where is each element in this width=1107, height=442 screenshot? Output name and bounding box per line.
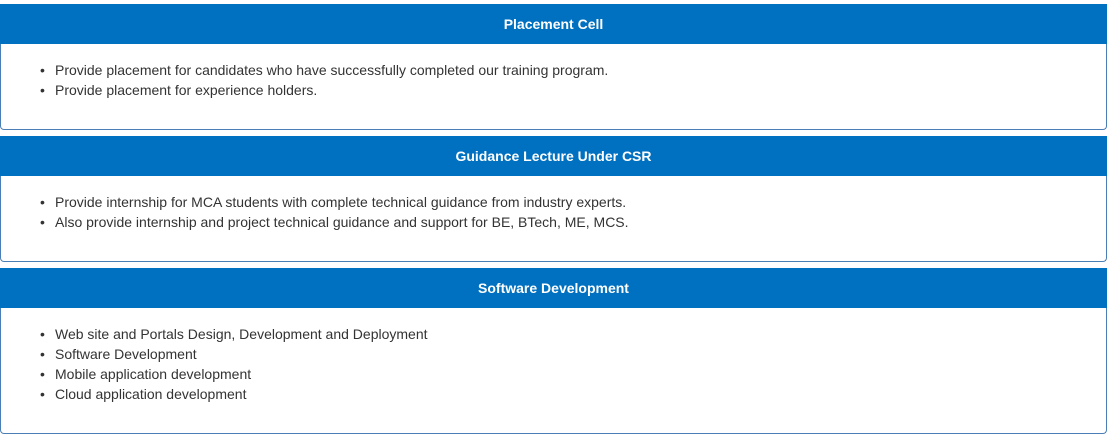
panel-title: Guidance Lecture Under CSR: [0, 136, 1107, 176]
panel-title: Software Development: [0, 268, 1107, 308]
list-item: • Provide placement for candidates who ha…: [40, 60, 1106, 80]
list-item: • Mobile application development: [40, 364, 1106, 384]
list-item-text: Cloud application development: [55, 386, 247, 402]
list-item-text: Web site and Portals Design, Development…: [55, 326, 428, 342]
bullet-icon: •: [40, 346, 45, 362]
list-item: • Software Development: [40, 344, 1106, 364]
list-item: • Cloud application development: [40, 384, 1106, 404]
panel-title: Placement Cell: [0, 4, 1107, 44]
bullet-icon: •: [40, 82, 45, 98]
list-item-text: Also provide internship and project tech…: [55, 214, 629, 230]
list-item-text: Provide placement for candidates who hav…: [55, 62, 609, 78]
bullet-icon: •: [40, 214, 45, 230]
panel-body: • Provide internship for MCA students wit…: [1, 176, 1106, 232]
software-development-panel: Software Development • Web site and Porta…: [0, 268, 1107, 434]
list-item-text: Software Development: [55, 346, 197, 362]
bullet-icon: •: [40, 366, 45, 382]
panel-body: • Provide placement for candidates who ha…: [1, 44, 1106, 100]
bullet-icon: •: [40, 62, 45, 78]
list-item: • Provide internship for MCA students wit…: [40, 192, 1106, 212]
list-item-text: Provide placement for experience holders…: [55, 82, 318, 98]
bullet-list: • Provide placement for candidates who ha…: [1, 60, 1106, 100]
bullet-icon: •: [40, 326, 45, 342]
bullet-list: • Provide internship for MCA students wit…: [1, 192, 1106, 232]
list-item: • Web site and Portals Design, Developmen…: [40, 324, 1106, 344]
placement-cell-panel: Placement Cell • Provide placement for ca…: [0, 4, 1107, 130]
list-item: • Provide placement for experience holder…: [40, 80, 1106, 100]
bullet-list: • Web site and Portals Design, Developmen…: [1, 324, 1106, 404]
bullet-icon: •: [40, 194, 45, 210]
list-item-text: Provide internship for MCA students with…: [55, 194, 627, 210]
bullet-icon: •: [40, 386, 45, 402]
list-item: • Also provide internship and project tec…: [40, 212, 1106, 232]
guidance-lecture-panel: Guidance Lecture Under CSR • Provide inte…: [0, 136, 1107, 262]
panel-body: • Web site and Portals Design, Developmen…: [1, 308, 1106, 404]
list-item-text: Mobile application development: [55, 366, 252, 382]
